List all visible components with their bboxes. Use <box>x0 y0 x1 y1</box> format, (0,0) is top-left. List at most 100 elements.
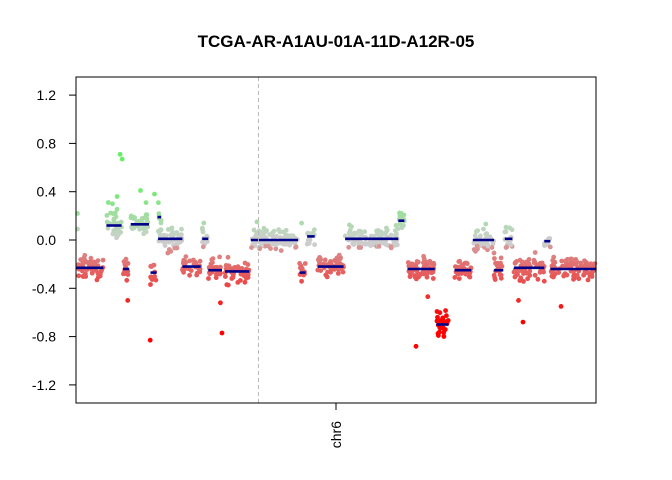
data-point <box>284 241 289 247</box>
data-point <box>384 227 390 233</box>
data-point <box>558 304 564 309</box>
data-point <box>322 257 328 263</box>
data-point <box>371 240 377 246</box>
data-point <box>475 228 481 234</box>
data-point <box>457 258 463 264</box>
data-point <box>128 213 134 219</box>
data-point <box>467 274 473 280</box>
data-point <box>455 271 461 277</box>
data-point <box>143 212 149 218</box>
data-point <box>399 211 404 216</box>
data-point <box>218 264 223 270</box>
data-point <box>165 227 171 232</box>
data-point <box>278 248 284 254</box>
data-point <box>121 259 127 265</box>
data-point <box>335 271 341 276</box>
data-point <box>531 260 537 266</box>
data-point <box>105 200 111 205</box>
data-point <box>94 277 100 283</box>
data-point <box>104 213 110 218</box>
data-point <box>524 259 529 265</box>
data-point <box>503 224 509 230</box>
x-tick-label: chr6 <box>328 421 344 448</box>
data-point <box>539 260 545 266</box>
data-point <box>188 268 194 273</box>
data-point <box>125 261 131 266</box>
data-point <box>498 264 503 270</box>
data-point <box>507 225 512 231</box>
data-point <box>114 194 120 199</box>
data-point <box>392 240 398 246</box>
data-point <box>430 276 436 281</box>
data-point <box>413 343 419 349</box>
data-point <box>397 221 403 227</box>
data-point <box>535 276 541 282</box>
data-point <box>574 272 580 278</box>
data-point <box>362 229 368 235</box>
y-tick-label: 1.2 <box>37 87 57 103</box>
data-point <box>92 260 98 265</box>
data-point <box>180 267 186 273</box>
data-point <box>283 227 289 233</box>
data-point <box>382 241 388 247</box>
data-point <box>181 259 187 264</box>
data-point <box>144 216 150 222</box>
data-point <box>541 278 547 284</box>
data-point <box>392 228 398 234</box>
data-point <box>532 272 538 278</box>
data-point <box>304 241 310 247</box>
data-point <box>157 231 163 237</box>
data-point <box>226 263 232 269</box>
data-point <box>336 252 342 258</box>
data-point <box>249 245 254 251</box>
data-point <box>410 261 415 267</box>
data-point <box>140 226 146 231</box>
data-point <box>156 211 162 217</box>
data-point <box>225 254 231 260</box>
data-point <box>492 275 498 281</box>
data-point <box>375 228 381 233</box>
data-point <box>377 232 382 238</box>
data-point <box>444 313 449 319</box>
data-point <box>245 262 251 267</box>
data-point <box>125 298 131 303</box>
data-point <box>143 200 149 206</box>
data-point <box>108 210 113 216</box>
data-point <box>168 249 174 254</box>
data-point <box>307 237 313 243</box>
data-point <box>197 258 203 264</box>
data-point <box>547 236 553 241</box>
data-point <box>223 274 228 279</box>
data-point <box>111 216 117 222</box>
data-point <box>288 240 294 246</box>
data-point <box>206 265 212 270</box>
data-point <box>324 274 330 280</box>
data-point <box>421 256 427 262</box>
data-point <box>88 259 93 265</box>
data-point <box>442 327 448 332</box>
data-point <box>297 261 302 266</box>
data-point <box>583 262 588 267</box>
data-point <box>147 337 153 343</box>
data-point <box>194 270 200 276</box>
data-point <box>460 262 466 268</box>
data-point <box>312 242 317 248</box>
data-point <box>517 278 523 283</box>
data-point <box>187 272 193 278</box>
data-point <box>497 272 503 278</box>
data-point <box>76 273 82 279</box>
data-point <box>552 259 558 265</box>
data-point <box>218 300 223 306</box>
data-point <box>305 231 311 237</box>
data-point <box>183 254 189 259</box>
data-point <box>117 151 123 157</box>
data-point <box>148 274 154 280</box>
data-point <box>356 228 362 234</box>
data-point <box>352 230 358 236</box>
data-point <box>550 274 556 280</box>
data-point <box>332 267 337 272</box>
data-point <box>193 259 198 265</box>
data-point <box>219 330 225 336</box>
data-point <box>100 257 106 263</box>
data-point <box>525 276 530 282</box>
